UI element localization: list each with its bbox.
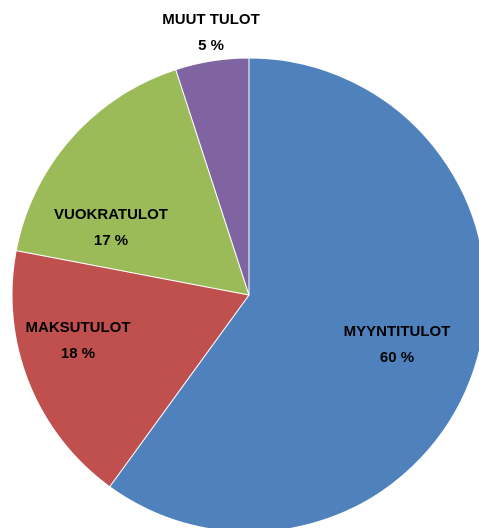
slice-label: VUOKRATULOT <box>54 206 168 223</box>
slice-value-label: 60 % <box>380 349 414 366</box>
pie-slice <box>175 57 250 296</box>
slice-value-label: 17 % <box>94 232 128 249</box>
slice-value-label: 5 % <box>198 37 224 54</box>
slice-label: MAKSUTULOT <box>26 319 131 336</box>
pie-slice <box>11 250 250 488</box>
slice-label: MUUT TULOT <box>162 11 259 28</box>
slice-value-label: 18 % <box>61 345 95 362</box>
slice-label: MYYNTITULOT <box>344 323 451 340</box>
pie-slice <box>108 57 479 528</box>
pie-slice <box>15 68 250 296</box>
